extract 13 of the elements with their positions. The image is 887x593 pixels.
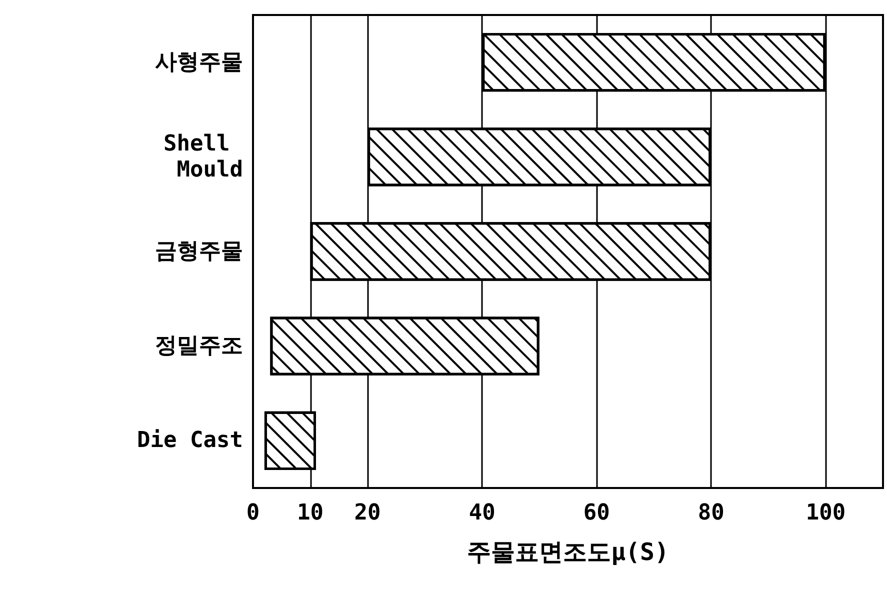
x-tick-label: 10 (297, 500, 324, 526)
y-tick-label: 정밀주조 (155, 334, 243, 359)
x-tick-label: 40 (468, 500, 496, 526)
x-tick-label: 20 (354, 500, 381, 526)
x-tick-label: 60 (583, 500, 610, 526)
x-axis-title: 주물표면조도μ(S) (467, 538, 669, 566)
x-tick-label: 0 (246, 500, 260, 526)
x-tick-label: 80 (698, 500, 724, 526)
y-tick-label: Shell Mould (164, 131, 243, 182)
y-tick-label: 금형주물 (155, 239, 243, 264)
y-tick-label: 사형주물 (155, 50, 243, 75)
y-tick-label: Die Cast (137, 428, 243, 454)
x-tick-label: 100 (806, 500, 846, 526)
